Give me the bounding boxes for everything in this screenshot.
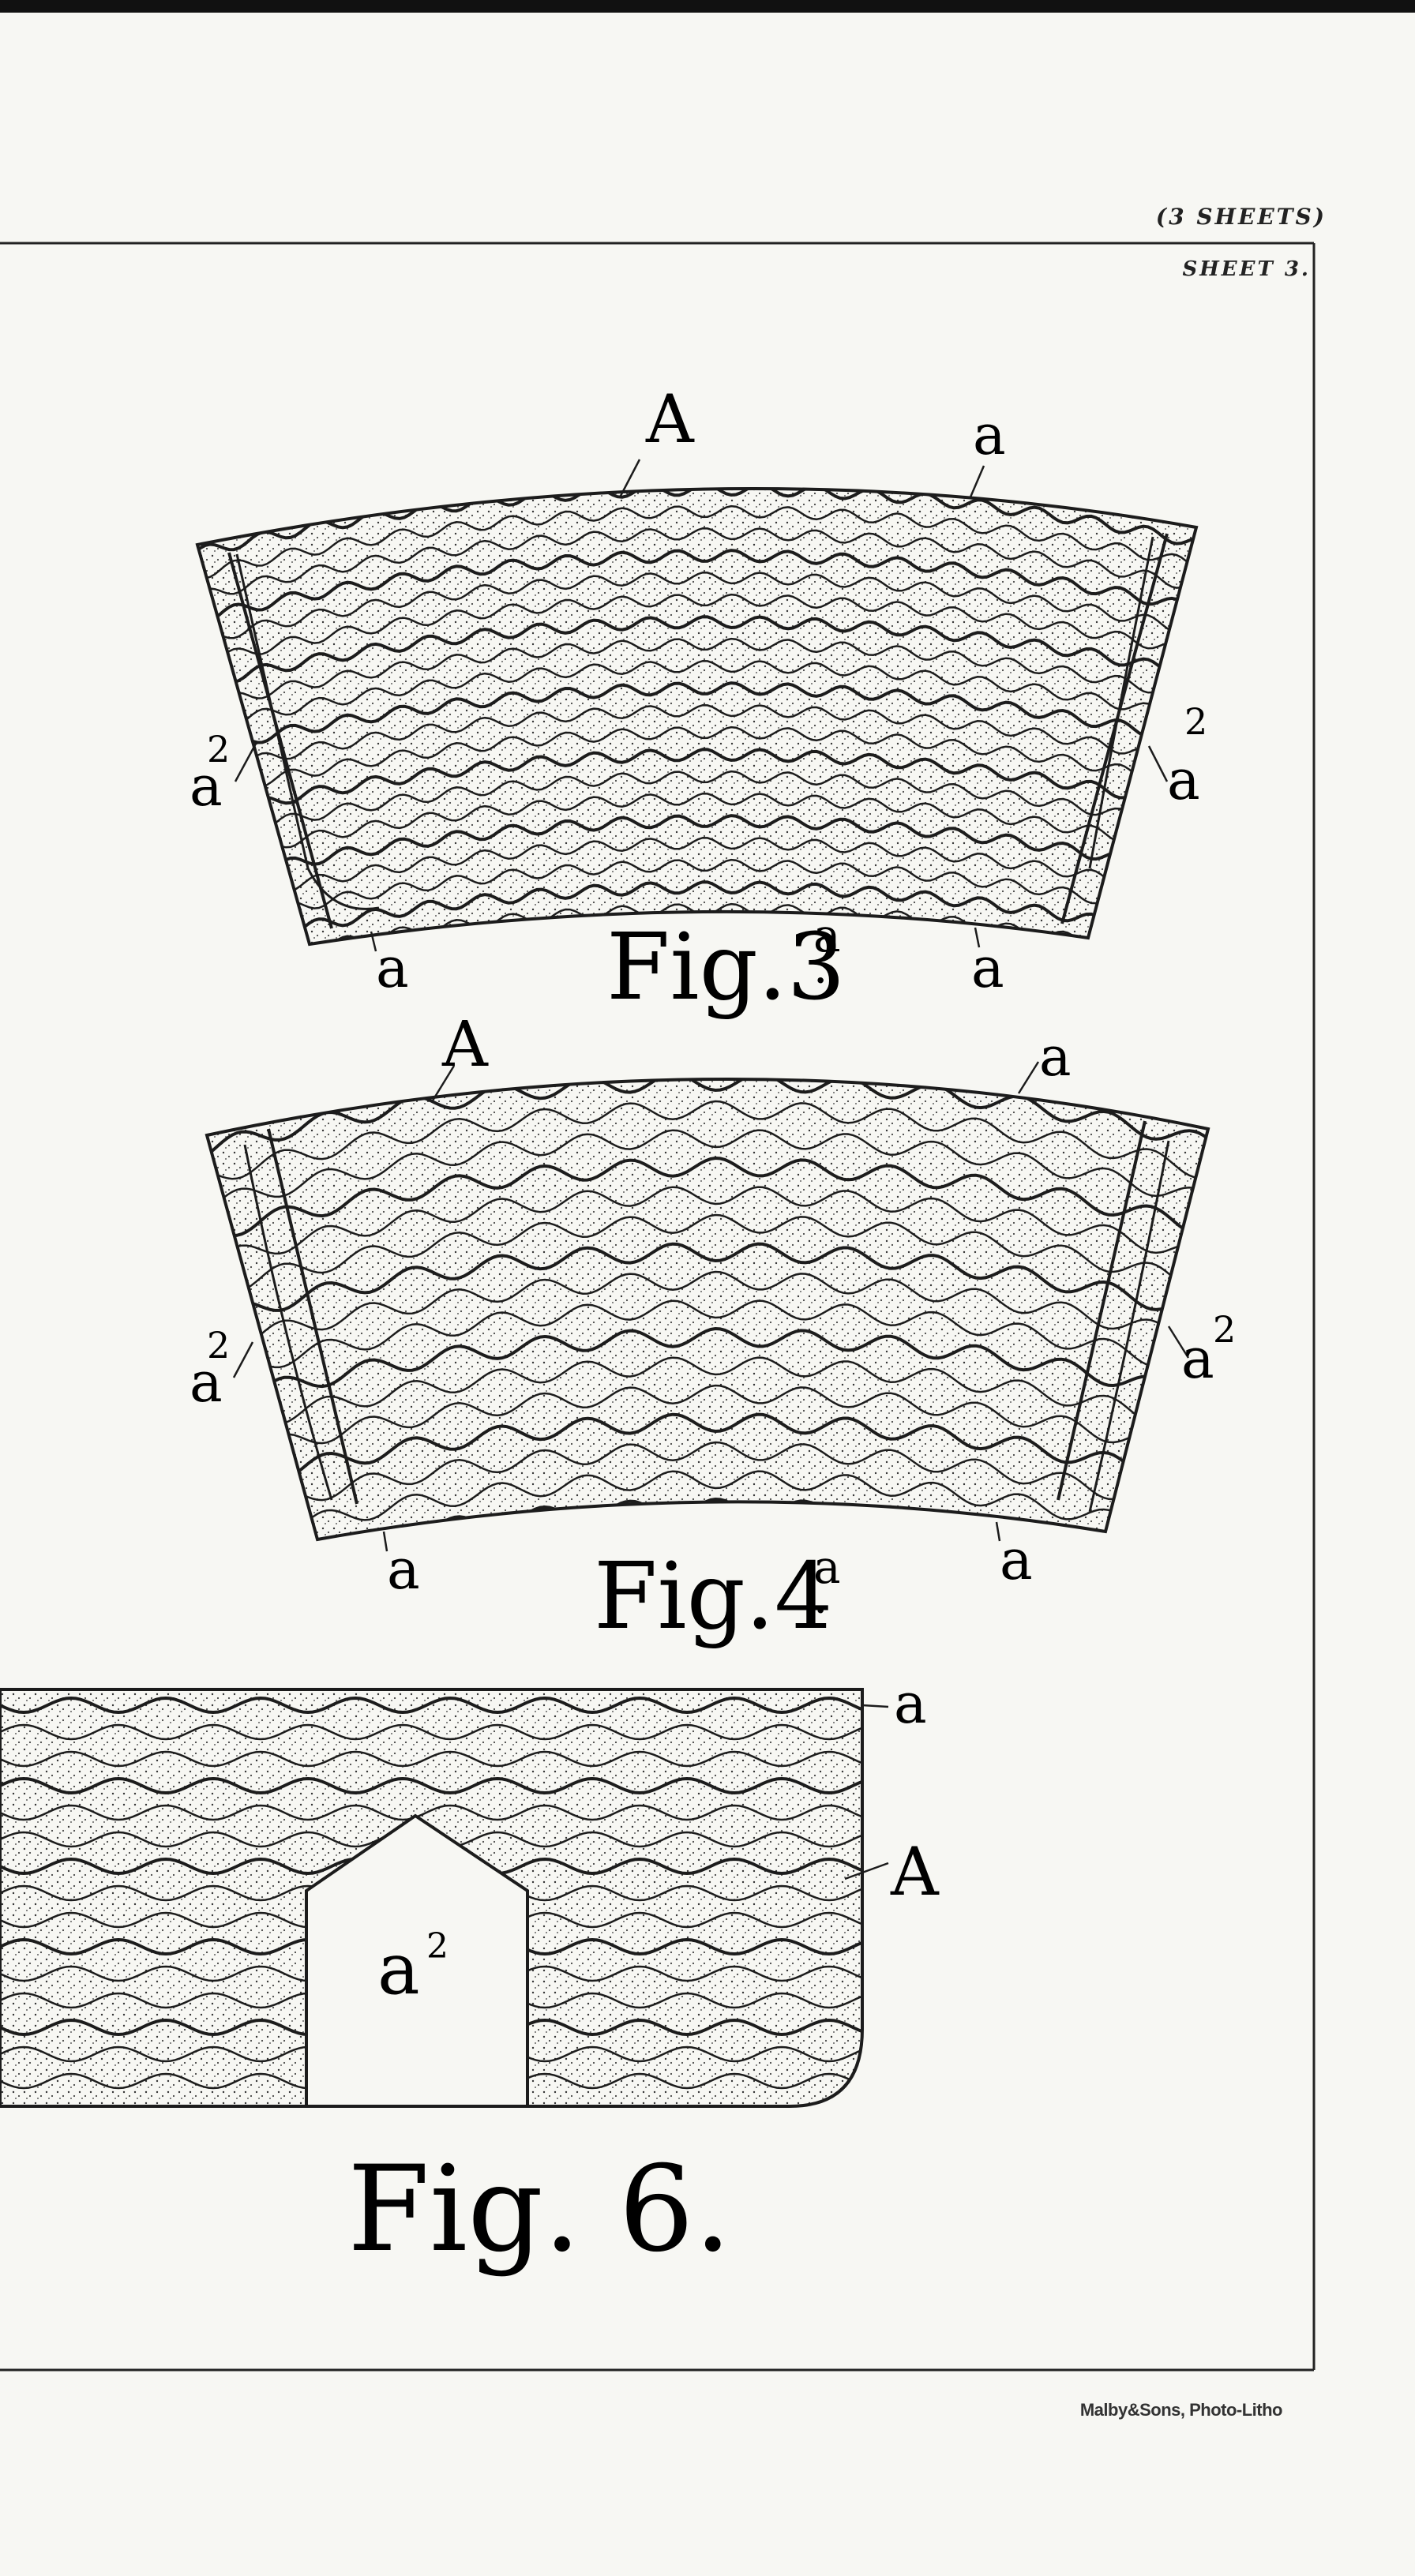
- fig6-label-a: a: [894, 1671, 927, 1736]
- fig6-label-A: A: [890, 1833, 940, 1910]
- fig3-label-a-left: a: [376, 936, 409, 1000]
- fig3-caption: Fig.3: [606, 914, 846, 1021]
- fig4-label-a2-right-sup: 2: [1213, 1308, 1236, 1351]
- fig4-caption-colon: ·: [813, 1584, 828, 1637]
- fig4-label-a2-left-sup: 2: [207, 1324, 230, 1367]
- fig4-label-a-right: a: [1000, 1528, 1033, 1592]
- fig4-label-A: A: [441, 1007, 489, 1081]
- fig3-caption-colon: ·: [813, 954, 828, 1007]
- fig4-caption: Fig.4: [594, 1543, 833, 1650]
- fig4-label-a-left: a: [387, 1537, 420, 1602]
- fig3-label-a-top: a: [973, 403, 1006, 467]
- fig3-label-a2-right-sup: 2: [1184, 700, 1207, 743]
- figure-6-drawing: [0, 1689, 888, 2106]
- figure-4a-drawing: [190, 1062, 1213, 1617]
- fig6-caption: Fig. 6.: [347, 2141, 732, 2278]
- fig6-label-a2-sup: 2: [426, 1926, 449, 1967]
- sheets-count-header: (3 SHEETS): [1156, 204, 1327, 230]
- fig3-label-a2-left-sup: 2: [207, 728, 230, 771]
- fig6-label-a2: a: [377, 1928, 420, 2011]
- sheet-number-header: SHEET 3.: [1182, 257, 1311, 281]
- fig4-label-a-top: a: [1039, 1026, 1072, 1089]
- fig4-label-a2-right: a: [1181, 1326, 1214, 1391]
- fig3-label-a-right: a: [971, 936, 1004, 1000]
- fig3-label-a2-right: a: [1167, 748, 1200, 812]
- fig3-label-A: A: [645, 381, 695, 458]
- printer-credit: Malby&Sons, Photo-Litho: [1080, 2400, 1282, 2420]
